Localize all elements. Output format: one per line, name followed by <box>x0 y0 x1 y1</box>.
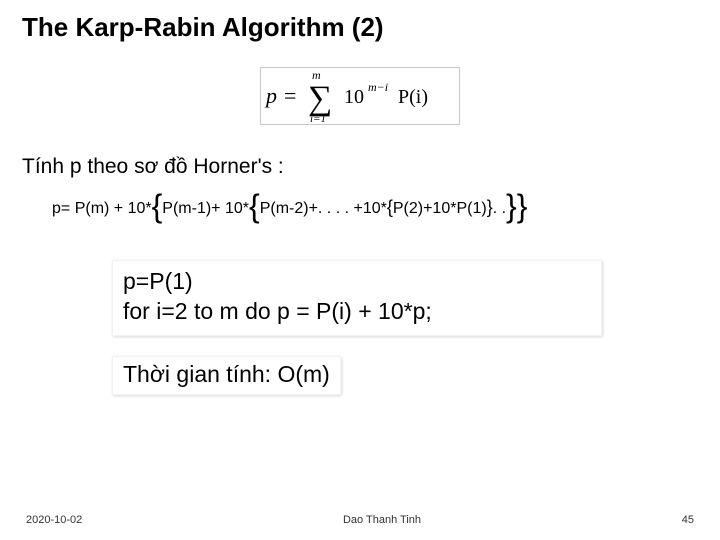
hexpr-seg-c: P(m-2)+. . . . +10* <box>260 200 387 217</box>
brace-open-1: { <box>152 188 163 224</box>
equals-sign: = <box>284 83 296 108</box>
formula-row: p = ∑ m i=1 10 m−i P(i) <box>22 65 698 127</box>
horner-intro: Tính p theo sơ đồ Horner's : <box>22 155 698 179</box>
hexpr-seg-d: P(2)+10*P(1) <box>393 200 487 217</box>
slide: The Karp-Rabin Algorithm (2) p = ∑ m i=1… <box>0 0 720 540</box>
formula-box: p = ∑ m i=1 10 m−i P(i) <box>252 65 468 127</box>
footer-page: 45 <box>682 514 694 526</box>
footer: 2020-10-02 Dao Thanh Tinh 45 <box>0 514 720 526</box>
brace-close-1: } <box>517 188 528 224</box>
slide-title: The Karp-Rabin Algorithm (2) <box>22 12 698 43</box>
formula-lhs: p <box>264 83 277 108</box>
code-line-2: for i=2 to m do p = P(i) + 10*p; <box>123 297 591 327</box>
sum-upper: m <box>312 68 321 82</box>
footer-date: 2020-10-02 <box>26 514 82 526</box>
sigma-symbol: ∑ <box>308 80 332 117</box>
formula-svg: p = ∑ m i=1 10 m−i P(i) <box>260 67 460 125</box>
time-box: Thời gian tính: O(m) <box>112 356 341 395</box>
brace-close-2: } <box>506 188 517 224</box>
term-func: P(i) <box>398 86 428 108</box>
hexpr-seg-b: P(m-1)+ 10* <box>162 200 249 217</box>
hexpr-seg-a: p= P(m) + 10* <box>52 200 152 217</box>
term-base: 10 <box>344 86 364 108</box>
brace-open-2: { <box>249 188 260 224</box>
footer-author: Dao Thanh Tinh <box>82 514 681 526</box>
code-line-1: p=P(1) <box>123 267 591 297</box>
code-box: p=P(1) for i=2 to m do p = P(i) + 10*p; <box>112 260 602 336</box>
term-exp: m−i <box>368 80 388 94</box>
horner-expression: p= P(m) + 10*{P(m-1)+ 10*{P(m-2)+. . . .… <box>52 197 698 218</box>
hexpr-tail: . . <box>493 200 506 217</box>
sum-lower: i=1 <box>310 113 326 125</box>
